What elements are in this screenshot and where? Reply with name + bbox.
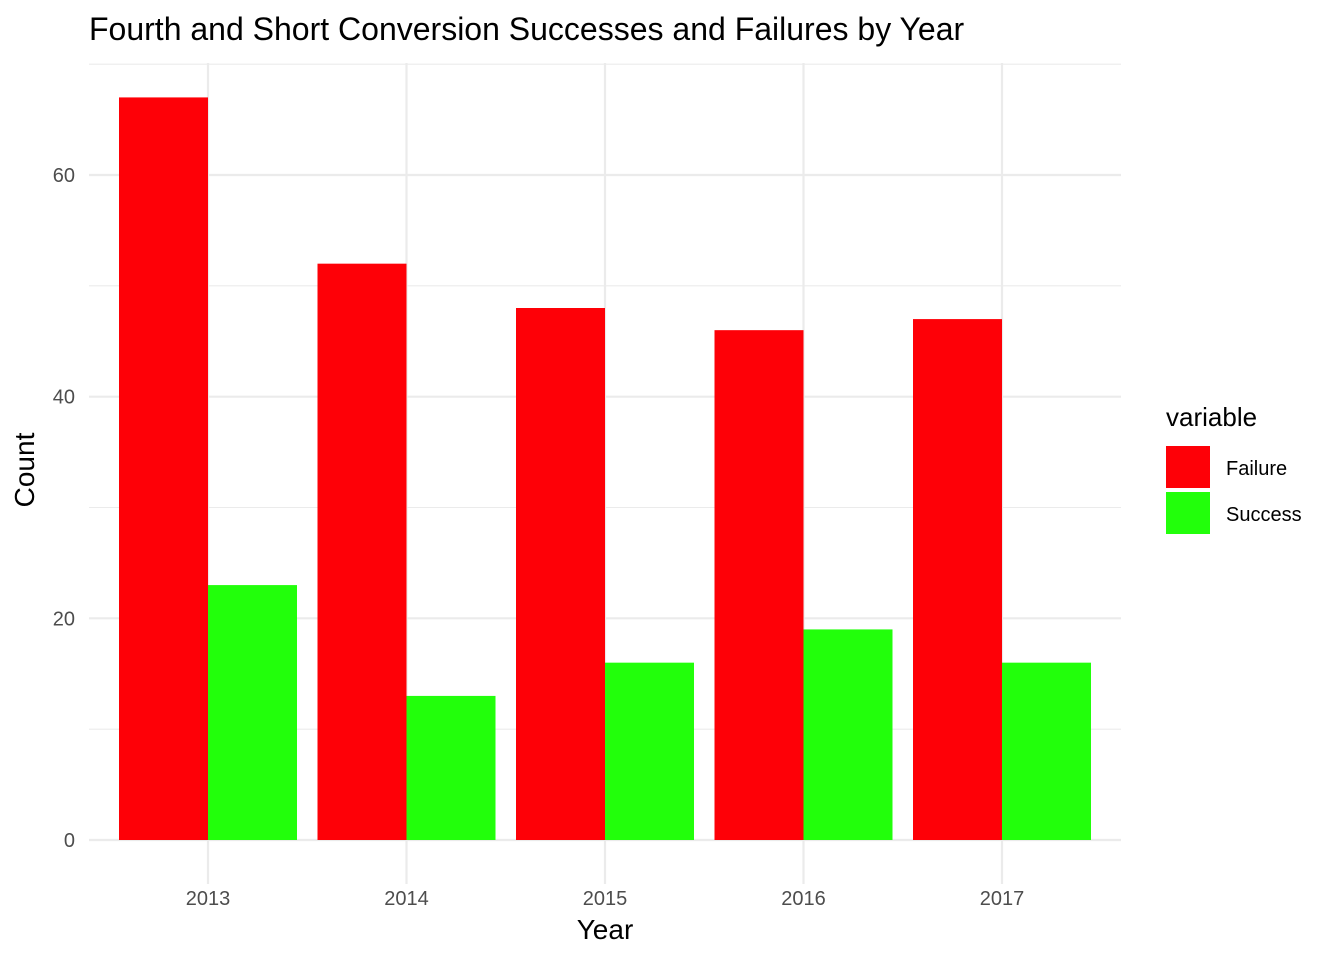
- bar-failure-2013: [119, 97, 208, 840]
- bar-success-2016: [803, 629, 893, 840]
- x-tick-label: 2017: [980, 888, 1025, 910]
- bar-failure-2016: [714, 330, 804, 840]
- y-tick-label: 20: [53, 608, 75, 630]
- legend-label-success: Success: [1226, 504, 1302, 526]
- bar-success-2014: [406, 695, 496, 840]
- y-tick-label: 0: [64, 830, 75, 852]
- bar-success-2013: [208, 585, 297, 840]
- x-tick-label: 2016: [781, 888, 826, 910]
- legend-items: Failure Success: [1166, 446, 1302, 534]
- chart-title: Fourth and Short Conversion Successes an…: [89, 11, 965, 47]
- x-axis-title: Year: [577, 914, 634, 945]
- x-tick-labels: 2013 2014 2015 2016 2017: [186, 888, 1025, 910]
- legend-swatch-failure: [1166, 446, 1210, 488]
- bar-failure-2014: [317, 263, 407, 841]
- legend: variable Failure Success: [1166, 402, 1302, 534]
- x-tick-label: 2014: [384, 888, 429, 910]
- bar-failure-2017: [913, 319, 1002, 840]
- x-tick-label: 2013: [186, 888, 231, 910]
- y-tick-label: 60: [53, 165, 75, 187]
- bars: [119, 97, 1091, 841]
- x-tick-label: 2015: [583, 888, 628, 910]
- legend-swatch-success: [1166, 492, 1210, 534]
- y-axis-title: Count: [9, 432, 40, 507]
- y-tick-label: 40: [53, 387, 75, 409]
- y-tick-labels: 0 20 40 60: [53, 165, 75, 852]
- legend-label-failure: Failure: [1226, 458, 1287, 480]
- legend-title: variable: [1166, 402, 1257, 432]
- bar-success-2015: [605, 662, 694, 840]
- bar-success-2017: [1002, 662, 1091, 840]
- bar-failure-2015: [516, 308, 605, 840]
